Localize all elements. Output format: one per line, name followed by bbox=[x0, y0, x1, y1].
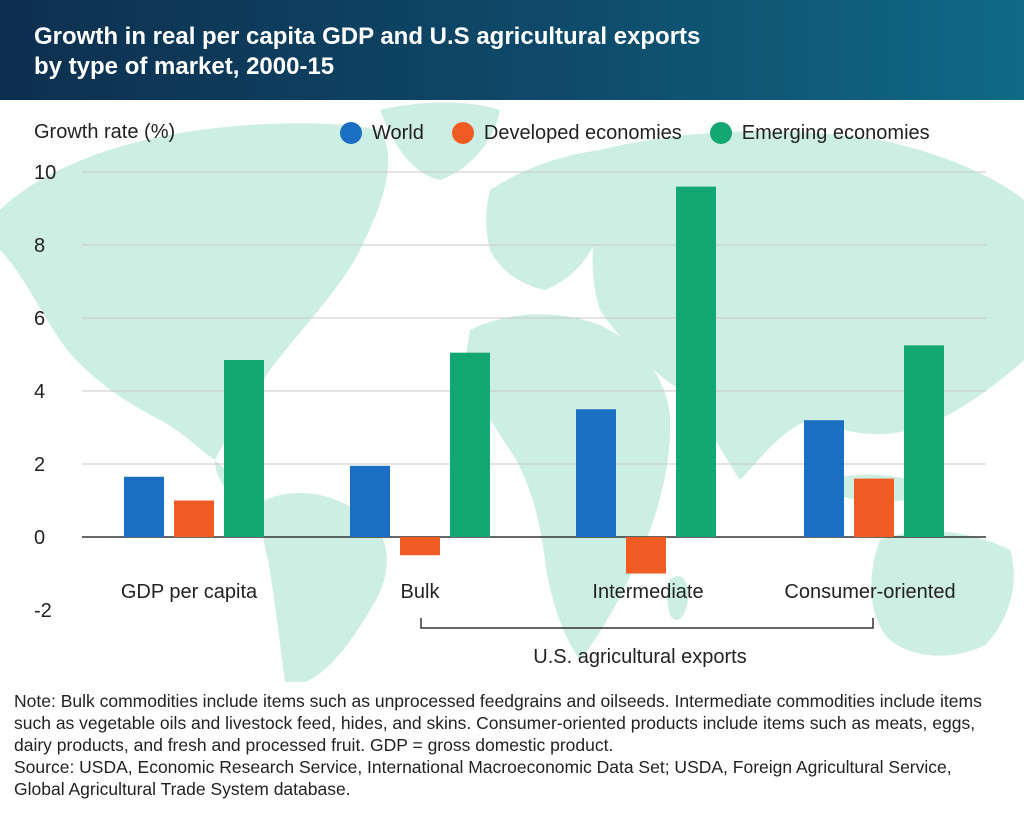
title-bar: Growth in real per capita GDP and U.S ag… bbox=[0, 0, 1024, 100]
bar-emerging-economies-consumer-oriented bbox=[904, 345, 944, 537]
legend-item-world: World bbox=[340, 122, 424, 145]
bar-developed-economies-intermediate bbox=[626, 537, 666, 574]
notes: Note: Bulk commodities include items suc… bbox=[14, 690, 1004, 800]
note-text: Note: Bulk commodities include items suc… bbox=[14, 691, 982, 755]
y-tick-label: 10 bbox=[34, 162, 56, 184]
plot-area: -2 0 2 4 6 8 10 GDP per capita Bulk Intermediate C… bbox=[0, 100, 1024, 682]
y-tick-label: 8 bbox=[34, 235, 45, 257]
legend-item-developed: Developed economies bbox=[451, 121, 682, 145]
legend-swatch-emerging bbox=[709, 122, 732, 144]
bar-world-bulk bbox=[350, 465, 390, 537]
y-tick-label: 4 bbox=[34, 381, 45, 403]
chart-title-line-1: Growth in real per capita GDP and U.S ag… bbox=[34, 23, 701, 50]
legend-swatch-world bbox=[340, 122, 362, 144]
legend-label-developed: Developed economies bbox=[483, 121, 682, 144]
x-category-label: Consumer-oriented bbox=[784, 581, 955, 603]
legend-label-emerging: Emerging economies bbox=[741, 121, 930, 144]
bar-developed-economies-consumer-oriented bbox=[854, 478, 894, 537]
bar-world-consumer-oriented bbox=[804, 420, 844, 537]
bar-emerging-economies-gdp-per-capita bbox=[224, 359, 264, 537]
exports-bracket-label: U.S. agricultural exports bbox=[533, 646, 746, 668]
legend: World Developed economies Emerging econo… bbox=[340, 120, 958, 146]
bar-world-gdp-per-capita bbox=[124, 476, 164, 537]
bar-world-intermediate bbox=[576, 409, 616, 537]
x-category-label: GDP per capita bbox=[121, 581, 258, 603]
chart-title: Growth in real per capita GDP and U.S ag… bbox=[34, 22, 934, 82]
legend-swatch-developed bbox=[451, 122, 474, 144]
bar-developed-economies-gdp-per-capita bbox=[174, 500, 214, 537]
source-text: Source: USDA, Economic Research Service,… bbox=[14, 757, 952, 799]
chart-title-line-2: by type of market, 2000-15 bbox=[34, 53, 335, 80]
legend-label-world: World bbox=[372, 121, 424, 144]
y-tick-label: 6 bbox=[34, 308, 45, 330]
y-tick-label: 0 bbox=[34, 527, 45, 549]
bar-developed-economies-bulk bbox=[400, 537, 440, 556]
y-tick-label: 2 bbox=[34, 454, 45, 476]
bar-chart: -2 0 2 4 6 8 10 GDP per capita Bulk Intermediate C… bbox=[34, 162, 986, 668]
y-axis-label: Growth rate (%) bbox=[34, 121, 176, 143]
x-category-label: Bulk bbox=[401, 581, 441, 603]
exports-bracket bbox=[420, 618, 874, 629]
legend-item-emerging: Emerging economies bbox=[709, 121, 930, 145]
bar-emerging-economies-bulk bbox=[450, 352, 490, 537]
x-category-label: Intermediate bbox=[592, 581, 703, 603]
bar-emerging-economies-intermediate bbox=[676, 186, 716, 537]
y-tick-label: -2 bbox=[34, 600, 52, 622]
